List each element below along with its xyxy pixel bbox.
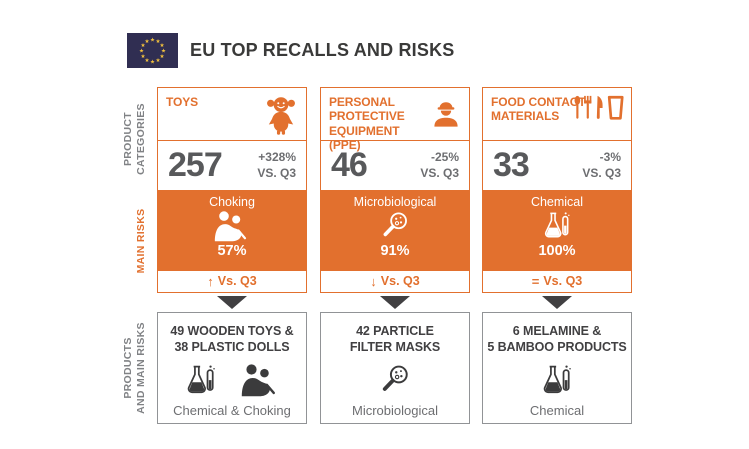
risk-name: Choking xyxy=(209,195,255,209)
svg-text:★: ★ xyxy=(150,37,155,44)
trend-vs-q3: ↑ Vs. Q3 xyxy=(158,271,306,291)
doll-icon xyxy=(267,97,295,135)
products-risk-label: Chemical xyxy=(529,403,585,419)
worker-helmet-icon xyxy=(434,102,458,127)
risk-percentage: 57% xyxy=(217,243,247,259)
svg-text:★: ★ xyxy=(159,53,164,60)
products-title: 49 WOODEN TOYS & 38 PLASTIC DOLLS xyxy=(170,324,294,354)
svg-text:★: ★ xyxy=(155,38,160,45)
section-label-main-risks: MAIN RISKS xyxy=(135,208,148,274)
category-column-food-contact: FOOD CONTACT MATERIALS 33 -3% VS. Q3 Che… xyxy=(482,87,632,293)
trend-vs-q3: = Vs. Q3 xyxy=(483,271,631,291)
section-label-product-categories: PRODUCT CATEGORIES xyxy=(121,103,147,175)
recall-count-row: 257 +328% VS. Q3 xyxy=(158,141,306,190)
svg-text:★: ★ xyxy=(140,42,145,49)
page-title: EU TOP RECALLS AND RISKS xyxy=(190,40,455,60)
choking-icon xyxy=(212,210,252,242)
category-header: FOOD CONTACT MATERIALS xyxy=(483,88,631,141)
products-risk-label: Microbiological xyxy=(352,403,438,419)
products-box-food-contact: 6 MELAMINE & 5 BAMBOO PRODUCTS Chemical xyxy=(482,312,632,424)
svg-text:★: ★ xyxy=(161,48,166,55)
recall-count: 46 xyxy=(331,146,368,184)
products-box-ppe: 42 PARTICLE FILTER MASKS Microbiological xyxy=(320,312,470,424)
products-icons xyxy=(158,359,306,401)
recall-count: 257 xyxy=(168,146,223,184)
products-risk-label: Chemical & Choking xyxy=(173,403,291,419)
main-risk-block: Microbiological 91% xyxy=(321,190,469,271)
svg-text:★: ★ xyxy=(159,42,164,49)
svg-text:★: ★ xyxy=(140,53,145,60)
down-arrow-icon xyxy=(380,296,410,309)
products-title: 42 PARTICLE FILTER MASKS xyxy=(349,324,441,354)
choking-icon xyxy=(241,364,275,397)
recall-delta: -25% VS. Q3 xyxy=(420,149,459,180)
down-arrow-icon xyxy=(542,296,572,309)
main-risk-block: Chemical 100% xyxy=(483,190,631,271)
category-column-toys: TOYS 257 +328% VS. Q3 Choking xyxy=(157,87,307,293)
products-icons xyxy=(483,359,631,401)
svg-text:★: ★ xyxy=(144,38,149,45)
category-column-ppe: PERSONAL PROTECTIVE EQUIPMENT (PPE) 46 -… xyxy=(320,87,470,293)
products-title: 6 MELAMINE & 5 BAMBOO PRODUCTS xyxy=(487,324,627,354)
products-icons xyxy=(321,359,469,401)
chemical-flask-icon xyxy=(540,210,574,242)
risk-percentage: 91% xyxy=(380,243,410,259)
svg-text:★: ★ xyxy=(155,57,160,64)
svg-text:★: ★ xyxy=(144,57,149,64)
svg-text:★: ★ xyxy=(139,48,144,55)
recall-count: 33 xyxy=(493,146,530,184)
recall-count-row: 46 -25% VS. Q3 xyxy=(321,141,469,190)
trend-equal-icon: = xyxy=(531,273,540,289)
category-name: TOYS xyxy=(166,95,199,109)
eu-flag-icon: ★ ★★ ★★★ ★★★ ★★★ xyxy=(127,33,178,68)
trend-down-icon: ↓ xyxy=(370,273,377,289)
recall-delta: +328% VS. Q3 xyxy=(257,149,296,180)
microbe-magnifier-icon xyxy=(382,365,408,392)
products-box-toys: 49 WOODEN TOYS & 38 PLASTIC DOLLS Chemic… xyxy=(157,312,307,424)
category-name: FOOD CONTACT MATERIALS xyxy=(491,95,586,124)
cutlery-and-cup-icon xyxy=(574,95,624,120)
chemical-flask-icon xyxy=(187,365,215,393)
recall-delta: -3% VS. Q3 xyxy=(582,149,621,180)
main-risk-block: Choking 57% xyxy=(158,190,306,271)
category-header: TOYS xyxy=(158,88,306,141)
svg-text:★: ★ xyxy=(150,59,155,66)
section-label-products-and-main-risks: PRODUCTS AND MAIN RISKS xyxy=(121,322,147,414)
chemical-flask-icon xyxy=(543,365,571,393)
category-header: PERSONAL PROTECTIVE EQUIPMENT (PPE) xyxy=(321,88,469,152)
microbe-magnifier-icon xyxy=(378,210,412,242)
risk-name: Chemical xyxy=(530,195,584,209)
risk-percentage: 100% xyxy=(538,243,576,259)
down-arrow-icon xyxy=(217,296,247,309)
trend-vs-q3: ↓ Vs. Q3 xyxy=(321,271,469,291)
risk-name: Microbiological xyxy=(353,195,437,209)
recall-count-row: 33 -3% VS. Q3 xyxy=(483,141,631,190)
category-name: PERSONAL PROTECTIVE EQUIPMENT (PPE) xyxy=(329,95,405,153)
trend-up-icon: ↑ xyxy=(207,273,214,289)
